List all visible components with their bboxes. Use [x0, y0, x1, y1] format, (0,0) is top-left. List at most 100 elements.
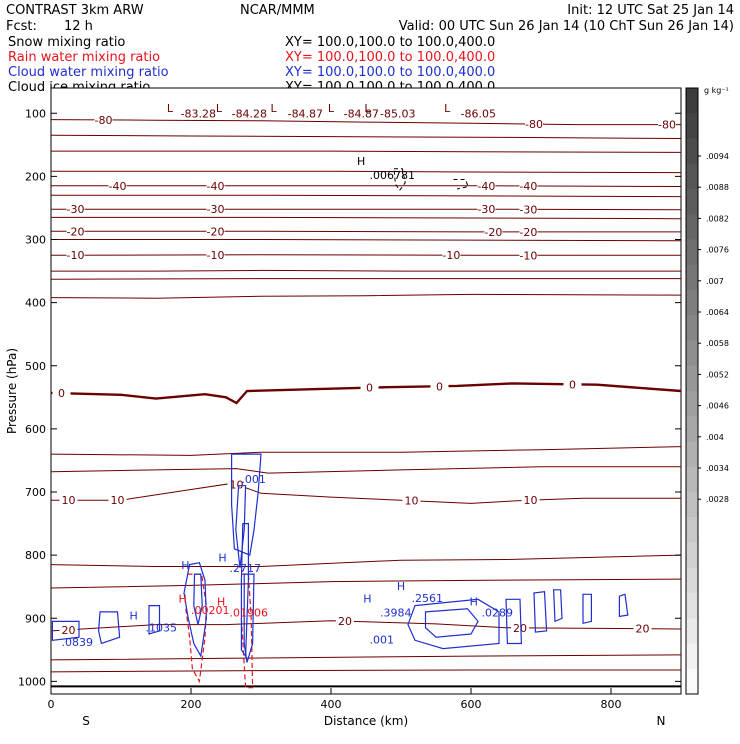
isotherm-label: -30 — [477, 203, 495, 216]
isotherm-label-bg — [206, 180, 225, 191]
y-tick-label: 900 — [25, 612, 46, 625]
colorbar-label: .0028 — [706, 495, 729, 504]
y-axis-label: Pressure (hPa) — [5, 348, 19, 434]
header: CONTRAST 3km ARW NCAR/MMM Init: 12 UTC S… — [6, 3, 734, 34]
rain-contour — [240, 573, 254, 689]
isotherm-label-bg — [658, 119, 676, 130]
isotherm-label: -30 — [67, 203, 85, 216]
extremum-marker: H — [217, 596, 225, 609]
y-tick-label: 700 — [25, 486, 46, 499]
extremum-value: .001 — [370, 634, 395, 647]
cloud-water-contour — [618, 593, 629, 618]
cloud-water-contour — [51, 620, 80, 641]
isotherm-line — [51, 208, 681, 211]
isotherm-label: -80 — [658, 119, 676, 132]
colorbar-label: .007 — [706, 277, 724, 286]
isotherm-label-bg — [519, 181, 538, 192]
extremum-marker: L — [328, 102, 335, 115]
model-title: CONTRAST 3km ARW — [6, 3, 144, 18]
colorbar-cell — [686, 315, 698, 341]
south-label: S — [82, 714, 90, 728]
extremum-value: .1035 — [146, 622, 178, 635]
isotherm-label-bg — [402, 495, 421, 506]
colorbar-cell — [686, 593, 698, 619]
isotherm-line — [51, 239, 681, 242]
cloud-water-contour — [148, 605, 161, 635]
isotherm-line — [51, 150, 681, 153]
extremum-value: .00201 — [191, 604, 230, 617]
colorbar-label: .0064 — [706, 308, 729, 317]
x-axis-label: Distance (km) — [324, 714, 408, 728]
isotherm-label: -10 — [207, 249, 225, 262]
isotherm-label-bg — [430, 381, 449, 392]
isotherm-label-bg — [52, 388, 71, 399]
isotherm-label-bg — [519, 226, 538, 237]
extremum-marker: L — [271, 102, 278, 115]
isotherm-label-bg — [633, 623, 652, 634]
x-tick-label: 200 — [181, 698, 202, 711]
isotherm-label: -20 — [484, 226, 502, 239]
extremum-value: .0839 — [62, 636, 94, 649]
isotherm-label: -80 — [95, 114, 113, 127]
fcst-value: 12 h — [64, 19, 93, 34]
isotherm-label-bg — [336, 616, 354, 627]
cloud-water-contour — [231, 453, 262, 556]
isotherm-label: 0 — [436, 380, 443, 393]
isotherm-label: -10 — [442, 249, 460, 262]
isotherm-label: -40 — [519, 180, 537, 193]
extremum-marker: H — [129, 610, 137, 623]
colorbar-cell — [686, 340, 698, 367]
colorbar-cell — [686, 239, 698, 266]
isotherm-label-bg — [511, 622, 529, 633]
colorbar-label: .0076 — [706, 246, 729, 255]
extremum-marker: H — [363, 592, 371, 605]
x-tick-label: 600 — [461, 698, 482, 711]
colorbar-label: .0034 — [706, 464, 729, 473]
isotherm-line — [51, 119, 681, 126]
colorbar-label: .0088 — [706, 183, 729, 192]
isotherm-line — [51, 185, 681, 187]
extremum-value: -84.28 — [232, 108, 267, 121]
isotherm-label-bg — [66, 250, 85, 261]
isotherm-label: 10 — [524, 494, 538, 507]
isotherm-line — [51, 554, 681, 567]
isotherm-label-bg — [59, 495, 78, 506]
y-tick-label: 800 — [25, 549, 46, 562]
colorbar-cell — [686, 542, 698, 569]
valid-time: Valid: 00 UTC Sun 26 Jan 14 (10 ChT Sun … — [399, 19, 734, 34]
cloud-water-contour — [183, 562, 208, 658]
x-tick-label: 0 — [48, 698, 55, 711]
colorbar-cell — [686, 492, 698, 518]
extremum-marker: H — [181, 559, 189, 572]
extremum-value: .01906 — [230, 606, 269, 619]
isotherm-label: -20 — [519, 226, 537, 239]
plot-area: -80 -80 -80 -40 -40 -40 -40 -30 -30 -30 -30 -20 -20 -… — [51, 102, 681, 689]
colorbar-cell — [686, 189, 698, 215]
extremum-marker: L — [167, 102, 174, 115]
isotherm-line — [51, 620, 681, 632]
y-tick-label: 300 — [25, 234, 46, 247]
colorbar-cell — [686, 643, 698, 670]
colorbar-cell — [686, 517, 698, 543]
isotherm-label: 0 — [569, 378, 576, 391]
extremum-marker: H — [357, 155, 365, 168]
colorbar-cell — [686, 163, 698, 190]
extremum-marker: L — [364, 102, 371, 115]
center-title: NCAR/MMM — [240, 3, 315, 18]
isotherm-line — [51, 382, 681, 405]
extremum-value: .001 — [241, 473, 266, 486]
isotherm-label: -20 — [67, 225, 85, 238]
extremum-value: -85.03 — [380, 108, 415, 121]
isotherm-label-bg — [108, 180, 127, 191]
isotherm-label: 10 — [62, 494, 76, 507]
cloud-water-contour — [97, 611, 121, 645]
isotherm-label-bg — [442, 250, 461, 261]
colorbar-label: .0058 — [706, 339, 729, 348]
isotherm-label-bg — [108, 495, 127, 506]
colorbar-cell — [686, 365, 698, 392]
isotherm-label: 0 — [366, 382, 373, 395]
isotherm-line — [51, 134, 681, 139]
colorbar-label: .0082 — [706, 214, 729, 223]
isotherm-line — [51, 669, 681, 673]
isotherm-label-bg — [360, 382, 379, 393]
